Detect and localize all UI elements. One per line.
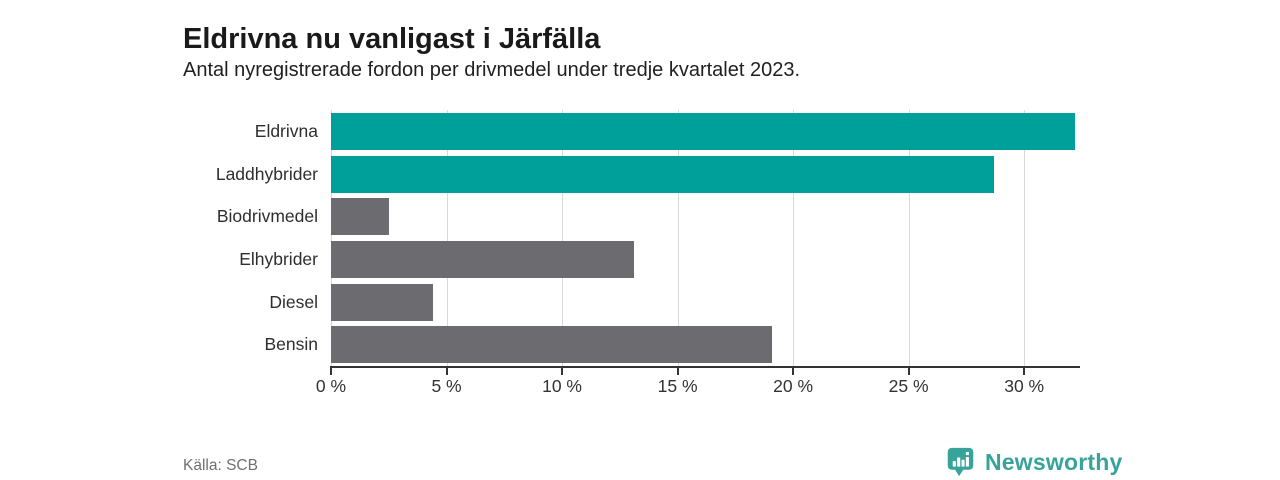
- newsworthy-logo[interactable]: Newsworthy: [945, 444, 1122, 480]
- bar-bensin: [331, 326, 773, 364]
- tick-mark: [445, 366, 448, 375]
- gridline: [793, 110, 795, 366]
- category-label: Bensin: [264, 334, 318, 355]
- category-label: Diesel: [269, 291, 318, 312]
- tick-label: 15 %: [657, 376, 698, 396]
- tick-label: 0 %: [315, 376, 347, 396]
- chart-title: Eldrivna nu vanligast i Järfälla: [183, 23, 601, 56]
- category-label: Elhybrider: [239, 249, 318, 269]
- speech-bubble-bar-chart-icon: [947, 447, 974, 476]
- tick-mark: [792, 366, 795, 375]
- chart-subtitle: Antal nyregistrerade fordon per drivmede…: [183, 59, 801, 81]
- gridline: [677, 110, 679, 366]
- gridline: [446, 110, 448, 366]
- category-label: Eldrivna: [254, 121, 318, 141]
- bar-laddhybrider: [331, 155, 995, 193]
- gridline: [331, 110, 332, 366]
- gridline: [908, 110, 910, 366]
- x-axis-line: [331, 366, 1080, 368]
- category-label: Laddhybrider: [215, 163, 318, 184]
- gridline: [562, 110, 564, 366]
- tick-mark: [907, 366, 910, 375]
- tick-mark: [330, 366, 332, 375]
- plot-area: [331, 110, 1075, 366]
- x-axis-ticks: 0 % 5 % 10 % 15 % 20 % 25 % 30 %: [316, 366, 1075, 406]
- tick-label: 5 %: [431, 376, 462, 396]
- tick-label: 25 %: [888, 376, 929, 396]
- tick-mark: [561, 366, 564, 375]
- bar-eldrivna: [331, 112, 1075, 150]
- category-axis-labels: Eldrivna Laddhybrider Biodrivmedel Elhybrid…: [183, 110, 318, 366]
- tick-label: 20 %: [773, 376, 814, 396]
- bar-diesel: [331, 283, 433, 321]
- bar-elhybrider: [331, 240, 634, 278]
- category-label: Biodrivmedel: [216, 206, 318, 227]
- tick-mark: [1023, 366, 1026, 375]
- bar-chart: Eldrivna Laddhybrider Biodrivmedel Elhybrid…: [183, 110, 1080, 396]
- tick-label: 10 %: [542, 376, 582, 396]
- gridline: [1024, 110, 1026, 366]
- source-attribution: Källa: SCB: [183, 457, 258, 474]
- tick-label: 30 %: [1004, 376, 1045, 396]
- bar-biodrivmedel: [331, 198, 389, 236]
- tick-mark: [676, 366, 679, 375]
- newsworthy-wordmark: Newsworthy: [985, 448, 1123, 475]
